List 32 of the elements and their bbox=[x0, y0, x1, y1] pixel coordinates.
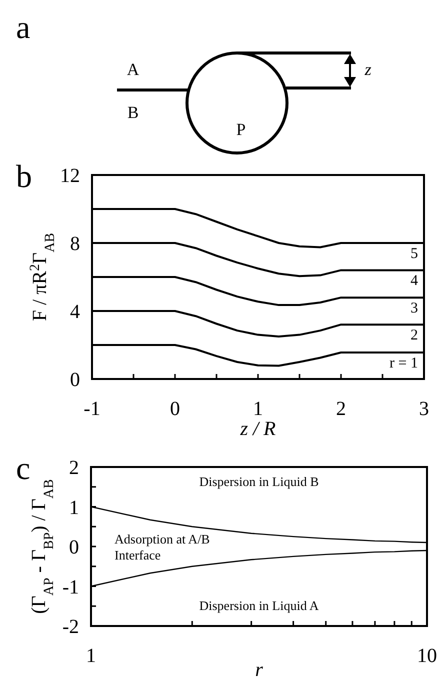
text: a bbox=[16, 9, 30, 45]
series-label: 3 bbox=[410, 300, 418, 317]
x-axis-title: z / R bbox=[239, 418, 276, 440]
y-tick-label: 2 bbox=[69, 457, 79, 479]
text: B bbox=[127, 103, 139, 122]
y-tick-label: -1 bbox=[62, 576, 79, 598]
x-tick-label: 3 bbox=[419, 398, 429, 420]
x-tick-label: -1 bbox=[84, 398, 100, 420]
y-tick-label: 4 bbox=[70, 301, 80, 323]
series-label: r = 1 bbox=[390, 355, 418, 372]
x-axis-title: r bbox=[255, 659, 264, 681]
annotation: Adsorption at A/B Interface bbox=[114, 531, 210, 562]
annotation: Dispersion in Liquid B bbox=[199, 474, 320, 490]
y-tick-label: -2 bbox=[62, 616, 79, 638]
y-tick-label: 0 bbox=[69, 536, 79, 558]
y-tick-label: 1 bbox=[69, 496, 79, 519]
x-tick-label: 1 bbox=[253, 398, 263, 420]
y-tick-label: 8 bbox=[70, 233, 80, 255]
y-tick-label: 0 bbox=[70, 369, 80, 391]
text: A bbox=[126, 60, 140, 79]
chart-title: b bbox=[16, 158, 32, 194]
annotation: Dispersion in Liquid A bbox=[199, 598, 320, 614]
x-tick-label: 10 bbox=[417, 645, 437, 667]
x-tick-label: 0 bbox=[170, 398, 180, 420]
text: z bbox=[364, 60, 372, 79]
series-label: 2 bbox=[410, 328, 418, 344]
text: P bbox=[236, 120, 246, 139]
y-tick-label: 12 bbox=[60, 165, 80, 187]
chart-title: c bbox=[16, 450, 30, 486]
series-label: 4 bbox=[410, 273, 418, 290]
series-label: 5 bbox=[410, 246, 418, 262]
x-tick-label: 2 bbox=[336, 398, 346, 420]
